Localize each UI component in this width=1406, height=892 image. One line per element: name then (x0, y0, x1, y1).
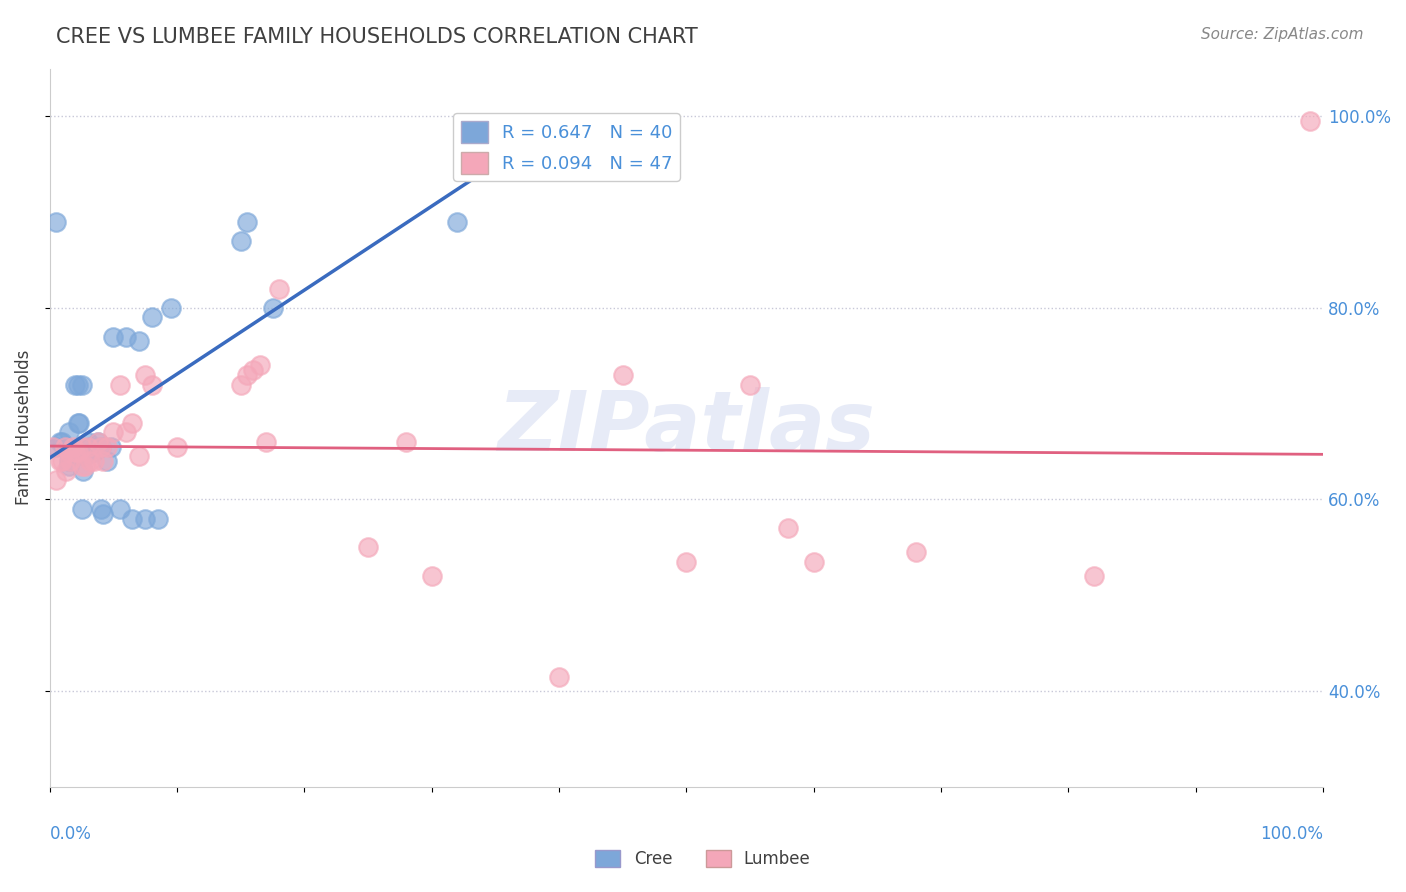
Text: 100.0%: 100.0% (1260, 825, 1323, 843)
Point (249, 359, 271, 373)
Point (96, 440, 118, 454)
Point (67, 416, 90, 430)
Point (357, 541, 380, 555)
Point (75, 458, 97, 473)
Legend: R = 0.647   N = 40, R = 0.094   N = 47: R = 0.647 N = 40, R = 0.094 N = 47 (454, 113, 681, 181)
Point (108, 377, 131, 392)
Point (90, 502, 112, 516)
Point (121, 511, 143, 525)
Point (262, 301, 284, 315)
Text: CREE VS LUMBEE FAMILY HOUSEHOLDS CORRELATION CHART: CREE VS LUMBEE FAMILY HOUSEHOLDS CORRELA… (56, 27, 697, 46)
Point (103, 425, 125, 440)
Point (51, 454, 73, 468)
Point (121, 416, 143, 430)
Point (70, 502, 93, 516)
Point (236, 215, 259, 229)
Point (59, 454, 82, 468)
Point (738, 377, 761, 392)
Point (53, 440, 76, 454)
Point (49, 434, 72, 449)
Point (87, 434, 110, 449)
Point (100, 440, 122, 454)
Point (62, 444, 84, 458)
Point (134, 511, 156, 525)
Point (159, 301, 181, 315)
Point (115, 425, 138, 440)
Point (128, 450, 150, 464)
Point (58, 425, 80, 440)
Point (267, 282, 290, 296)
Point (62, 450, 84, 464)
Point (51, 434, 73, 449)
Point (76, 440, 98, 454)
Point (70, 440, 93, 454)
Point (58, 458, 80, 473)
Point (42, 440, 65, 454)
Text: Source: ZipAtlas.com: Source: ZipAtlas.com (1201, 27, 1364, 42)
Point (63, 377, 86, 392)
Point (146, 511, 169, 525)
Text: ZIPatlas: ZIPatlas (498, 387, 876, 468)
Point (166, 440, 188, 454)
Point (45, 440, 67, 454)
Point (91, 454, 114, 468)
Point (134, 368, 156, 382)
Point (79, 454, 101, 468)
Point (75, 450, 97, 464)
Point (79, 440, 101, 454)
Point (904, 545, 927, 559)
Point (45, 473, 67, 487)
Point (141, 377, 163, 392)
Point (83, 454, 105, 468)
Point (63, 444, 86, 458)
Point (141, 310, 163, 325)
Point (128, 334, 150, 349)
Point (66, 377, 89, 392)
Point (49, 454, 72, 468)
Point (108, 502, 131, 516)
Point (548, 669, 571, 683)
Point (103, 329, 125, 343)
Point (675, 555, 697, 569)
Point (612, 368, 634, 382)
Point (254, 434, 277, 449)
Point (395, 434, 418, 449)
Point (1083, 569, 1105, 583)
Point (242, 363, 264, 377)
Legend: Cree, Lumbee: Cree, Lumbee (589, 843, 817, 875)
Point (70, 377, 93, 392)
Point (90, 440, 112, 454)
Point (90, 440, 112, 454)
Point (83, 444, 105, 458)
Point (446, 215, 468, 229)
Point (66, 444, 89, 458)
Point (229, 234, 252, 248)
Y-axis label: Family Households: Family Households (15, 350, 32, 505)
Point (58, 444, 80, 458)
Point (45, 215, 67, 229)
Point (76, 434, 98, 449)
Text: 0.0%: 0.0% (49, 825, 91, 843)
Point (66, 416, 89, 430)
Point (70, 458, 93, 473)
Point (58, 454, 80, 468)
Point (778, 521, 800, 535)
Point (1299, 114, 1322, 128)
Point (55, 464, 77, 478)
Point (91, 507, 114, 521)
Point (72, 464, 94, 478)
Point (420, 569, 443, 583)
Point (236, 368, 259, 382)
Point (96, 454, 118, 468)
Point (87, 434, 110, 449)
Point (62, 440, 84, 454)
Point (115, 329, 138, 343)
Point (229, 377, 252, 392)
Point (53, 440, 76, 454)
Point (803, 555, 825, 569)
